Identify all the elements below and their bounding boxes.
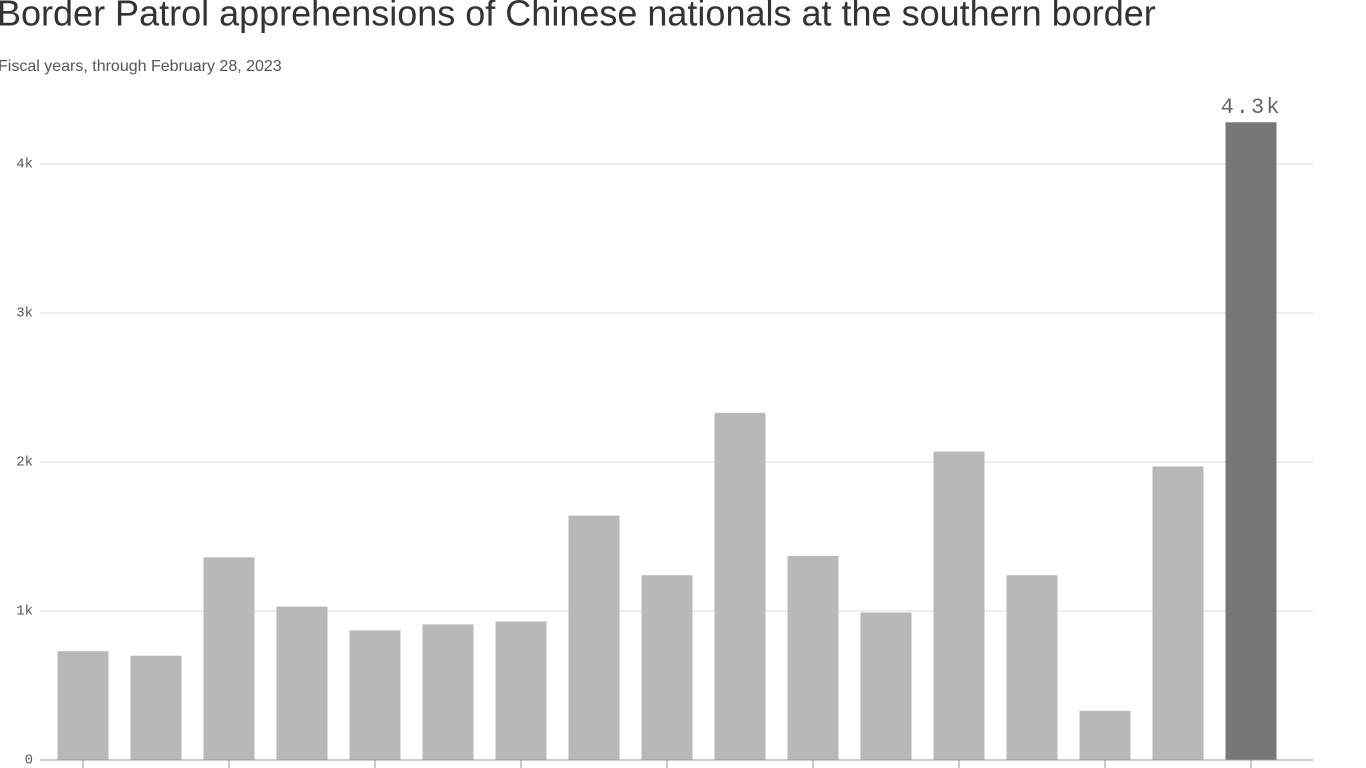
bar — [641, 575, 693, 760]
bar — [1079, 710, 1131, 760]
y-tick-label: 1k — [16, 604, 33, 620]
chart-subtitle: Fiscal years, through February 28, 2023 — [0, 58, 282, 75]
bar — [1152, 466, 1204, 760]
bar — [422, 624, 474, 760]
y-tick-label: 4k — [16, 157, 33, 173]
bar — [860, 612, 912, 760]
y-tick-label: 2k — [16, 455, 33, 471]
bar — [1225, 122, 1277, 760]
bar — [787, 555, 839, 760]
bar — [130, 655, 182, 760]
y-tick-label: 3k — [16, 306, 33, 322]
bar — [495, 621, 547, 760]
chart-title: Border Patrol apprehensions of Chinese n… — [0, 0, 1156, 34]
y-tick-label: 0 — [25, 753, 33, 768]
bar — [203, 557, 255, 760]
bar — [1006, 575, 1058, 760]
bar — [714, 412, 766, 760]
bar — [276, 606, 328, 760]
bar — [57, 651, 109, 760]
bar — [349, 630, 401, 760]
value-label: 4.3k — [1221, 95, 1282, 120]
bar — [933, 451, 985, 760]
bar — [568, 515, 620, 760]
